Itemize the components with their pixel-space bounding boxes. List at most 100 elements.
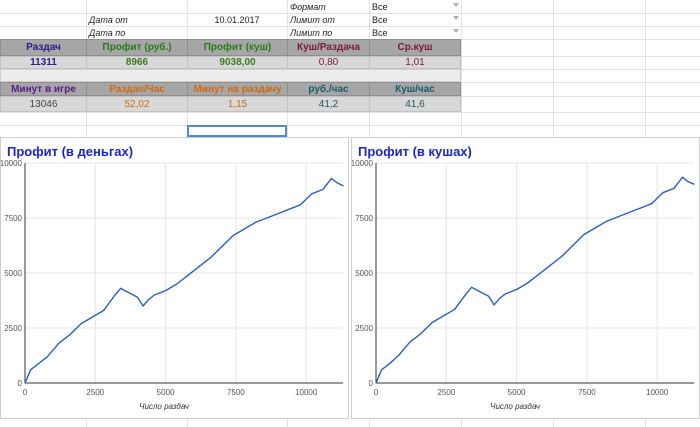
- data-point: [375, 382, 377, 384]
- data-point: [487, 295, 490, 297]
- stat-header-avg-bb: Ср.куш: [369, 39, 461, 56]
- data-point: [299, 204, 302, 206]
- chart-plot: 0 2500 5000 7500 10000 0 2500 5000 7500 10000 Числ…: [0, 159, 344, 411]
- data-point: [389, 362, 391, 364]
- date-from-value[interactable]: 10.01.2017: [214, 14, 260, 25]
- data-point: [515, 288, 518, 291]
- data-point: [493, 304, 495, 306]
- data-point: [254, 221, 257, 223]
- data-point: [431, 321, 433, 324]
- x-tick-label: 7500: [227, 388, 245, 397]
- data-point: [479, 291, 481, 293]
- data-point: [381, 369, 383, 371]
- data-point: [639, 207, 641, 209]
- limit-from-select[interactable]: Все: [369, 13, 461, 26]
- data-point: [187, 274, 189, 276]
- series-line: [24, 177, 344, 384]
- x-tick-label: 2500: [86, 388, 104, 397]
- x-tick-label: 0: [374, 388, 379, 397]
- date-to-label: Дата по: [89, 27, 126, 38]
- stat-value-minutes[interactable]: 13046: [0, 96, 87, 112]
- stat-value-bb-per-hand[interactable]: 0,80: [287, 56, 370, 69]
- stat-value-avg-bb[interactable]: 1,01: [369, 56, 461, 69]
- data-point: [397, 354, 400, 357]
- limit-to-select[interactable]: Все: [369, 26, 461, 39]
- spacer-row: [0, 69, 461, 82]
- stat-value-profit-rub[interactable]: 8966: [86, 56, 188, 69]
- data-point: [136, 296, 139, 298]
- date-from-label: Дата от: [89, 14, 128, 25]
- data-point: [504, 293, 506, 295]
- data-point: [628, 211, 630, 214]
- x-axis-label: Число раздач: [139, 402, 189, 411]
- y-tick-label: 10000: [352, 159, 374, 168]
- limit-from-label: Лимит от: [290, 14, 335, 25]
- data-point: [142, 305, 144, 307]
- stat-header-minutes: Минут в игре: [0, 82, 87, 96]
- data-point: [409, 341, 411, 343]
- data-point: [673, 187, 675, 189]
- chart-profit-money[interactable]: Профит (в деньгах) 0 2500 5000 7500 10000 0 25…: [0, 137, 349, 419]
- stat-header-bb-per-hour: Куш/час: [369, 82, 461, 96]
- stat-value-hands[interactable]: 11311: [0, 56, 87, 69]
- y-tick-label: 0: [18, 379, 23, 388]
- data-point: [454, 308, 456, 310]
- stat-header-hands: Раздач: [0, 39, 87, 56]
- chart-plot: 0 2500 5000 7500 10000 0 2500 5000 7500 10000 Числ…: [351, 159, 695, 411]
- y-tick-label: 10000: [1, 159, 23, 168]
- data-point: [560, 255, 563, 258]
- x-tick-label: 5000: [508, 388, 526, 397]
- x-tick-label: 7500: [578, 388, 596, 397]
- stat-value-profit-bb[interactable]: 9038,00: [187, 56, 288, 69]
- y-tick-label: 0: [369, 379, 374, 388]
- x-tick-label: 0: [23, 388, 28, 397]
- data-point: [693, 183, 695, 185]
- y-tick-label: 2500: [4, 324, 22, 333]
- chevron-down-icon: [453, 16, 459, 20]
- chart-profit-bb[interactable]: Профит (в кушах) 0 2500 5000 7500 10000 0 2500…: [351, 137, 700, 419]
- data-point: [322, 188, 324, 190]
- data-point: [470, 286, 473, 288]
- y-tick-label: 2500: [355, 324, 373, 333]
- data-point: [681, 176, 684, 178]
- stat-value-rub-per-hour[interactable]: 41,2: [287, 96, 370, 112]
- data-point: [442, 315, 445, 317]
- data-point: [465, 293, 467, 295]
- data-point: [58, 342, 60, 344]
- stat-header-min-per-hand: Минут на раздачу: [187, 82, 288, 96]
- x-axis-label: Число раздач: [490, 402, 540, 411]
- date-to-value[interactable]: [187, 26, 287, 39]
- stat-header-hands-per-hour: Раздач/Час: [86, 82, 188, 96]
- y-tick-label: 7500: [355, 214, 373, 223]
- stat-value-min-per-hand[interactable]: 1,15: [187, 96, 288, 112]
- x-tick-label: 10000: [295, 388, 318, 397]
- data-point: [605, 220, 608, 222]
- x-tick-label: 2500: [437, 388, 455, 397]
- chart-title: Профит (в кушах): [358, 144, 472, 159]
- chart-title: Профит (в деньгах): [7, 144, 134, 159]
- format-label: Формат: [290, 1, 326, 12]
- data-point: [687, 181, 689, 183]
- y-tick-label: 7500: [4, 214, 22, 223]
- data-point: [176, 283, 178, 285]
- data-point: [330, 177, 333, 179]
- data-point: [311, 193, 313, 195]
- format-select[interactable]: Все: [369, 0, 461, 13]
- data-point: [662, 192, 664, 194]
- data-point: [617, 216, 619, 218]
- selected-cell[interactable]: [187, 125, 287, 137]
- data-point: [572, 244, 574, 247]
- chevron-down-icon: [453, 3, 459, 7]
- stat-header-bb-per-hand: Куш/Раздача: [287, 39, 370, 56]
- limit-from-value: Все: [372, 14, 388, 25]
- stat-value-hands-per-hour[interactable]: 52,02: [86, 96, 188, 112]
- data-point: [91, 316, 94, 318]
- data-point: [38, 362, 40, 364]
- data-point: [103, 309, 105, 311]
- format-value: Все: [372, 1, 388, 12]
- stat-value-bb-per-hour[interactable]: 41,6: [369, 96, 461, 112]
- y-tick-label: 5000: [355, 269, 373, 278]
- data-point: [266, 217, 268, 219]
- data-point: [538, 273, 540, 275]
- data-point: [80, 323, 82, 325]
